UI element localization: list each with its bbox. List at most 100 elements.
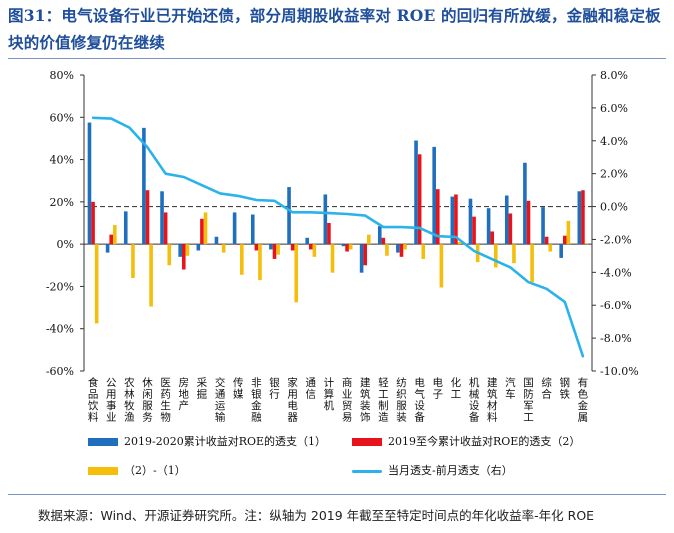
legend-series-4: 当月透支-前月透支（右） [352, 462, 513, 478]
bar-s1-3 [142, 127, 146, 245]
bar-s1-10 [269, 244, 273, 250]
right-tick-label: -2.0% [600, 233, 632, 246]
category-label: 建筑材料 [487, 376, 498, 424]
bar-s3-5 [185, 244, 190, 256]
bar-s2-9 [254, 244, 259, 251]
category-label: 机械设备 [469, 376, 480, 424]
bar-s1-2 [123, 211, 128, 245]
bar-s2-11 [290, 244, 295, 251]
bar-s2-0 [91, 201, 95, 245]
right-tick-label: -6.0% [600, 299, 632, 312]
legend-line-4 [352, 469, 382, 473]
bar-s3-16 [385, 244, 389, 256]
bar-s3-10 [276, 244, 280, 255]
right-tick-label: -10.0% [600, 365, 639, 378]
category-label: 计算机 [324, 376, 335, 412]
legend-series-1: 2019-2020累计收益对ROE的透支（1） [88, 433, 326, 449]
category-label: 通信 [306, 377, 317, 401]
bar-s3-2 [131, 244, 135, 278]
bar-s3-19 [439, 244, 444, 288]
bar-s2-26 [562, 235, 567, 245]
bar-s2-22 [490, 231, 495, 245]
right-tick-label: -4.0% [600, 266, 632, 279]
bar-s3-7 [221, 244, 226, 253]
bar-s1-5 [178, 244, 182, 257]
category-label: 传媒 [233, 377, 244, 401]
bar-s1-0 [87, 122, 92, 245]
bar-s3-18 [421, 244, 426, 259]
category-label: 有色金属 [578, 376, 589, 424]
category-label: 化工 [451, 376, 462, 401]
bar-s3-12 [312, 244, 317, 257]
category-label: 采掘 [197, 377, 208, 401]
bar-s1-6 [196, 244, 201, 251]
legend-label-4: 当月透支-前月透支（右） [388, 464, 513, 477]
category-label: 国防军工 [523, 377, 534, 424]
category-label: 综合 [541, 376, 552, 401]
bar-s2-20 [454, 194, 458, 245]
category-label: 房地产 [179, 376, 190, 412]
left-tick-label: -60% [46, 365, 74, 378]
legend-swatch-2 [352, 438, 382, 446]
bar-s3-9 [258, 244, 262, 281]
bar-s2-12 [308, 244, 313, 250]
category-label: 电子 [433, 376, 444, 401]
category-label: 家用电器 [287, 376, 298, 424]
bar-s1-27 [577, 191, 582, 245]
bar-s2-4 [163, 212, 168, 245]
bar-s3-14 [348, 244, 353, 250]
bar-s2-23 [508, 213, 513, 245]
bar-s1-17 [396, 244, 400, 253]
bar-s3-13 [330, 244, 335, 273]
category-label: 公用事业 [106, 377, 117, 424]
category-label: 银行 [269, 376, 280, 401]
bar-s1-22 [486, 208, 491, 245]
legend-swatch-3 [88, 467, 118, 475]
bar-s1-16 [377, 226, 382, 245]
bar-s3-24 [530, 244, 534, 283]
bar-s2-8 [236, 244, 241, 245]
right-tick-label: 8.0% [600, 69, 628, 82]
bar-s2-24 [526, 200, 531, 245]
right-tick-label: 4.0% [600, 135, 628, 148]
bar-s1-21 [468, 198, 473, 245]
bar-s1-4 [160, 191, 164, 245]
category-label: 休闲服务 [142, 377, 153, 424]
category-label: 纺织服装 [396, 376, 407, 424]
bar-s2-7 [218, 244, 222, 245]
bar-s3-26 [566, 220, 571, 245]
bar-s1-7 [214, 236, 219, 245]
bar-s1-26 [559, 244, 563, 258]
category-label: 交通运输 [215, 376, 226, 424]
bar-s1-11 [287, 187, 291, 245]
right-tick-label: 2.0% [600, 168, 628, 181]
bar-s2-10 [272, 244, 277, 259]
bar-s3-3 [149, 244, 153, 307]
bar-s1-1 [105, 244, 110, 253]
bar-s1-25 [541, 207, 545, 245]
title-rule [8, 58, 666, 59]
left-tick-label: 0% [57, 238, 74, 251]
bar-s3-0 [94, 244, 99, 324]
right-tick-label: 6.0% [600, 102, 628, 115]
category-label: 非银金融 [251, 377, 262, 424]
bar-s1-23 [504, 195, 509, 245]
bar-s2-21 [472, 216, 476, 245]
bar-s1-13 [323, 194, 328, 245]
bar-s2-13 [327, 223, 331, 245]
bar-s3-8 [240, 244, 244, 275]
bar-s3-1 [113, 225, 117, 245]
source-note: 数据来源：Wind、开源证券研究所。注：纵轴为 2019 年截至至特定时间点的年… [38, 508, 595, 523]
left-tick-label: -40% [46, 323, 74, 336]
category-label: 医药生物 [160, 377, 171, 424]
category-label: 汽车 [505, 376, 516, 401]
bar-s3-4 [167, 244, 172, 266]
bar-s1-14 [341, 244, 346, 247]
bar-s3-20 [457, 242, 462, 245]
category-label: 农林牧渔 [124, 376, 135, 424]
bar-s3-6 [203, 212, 208, 245]
left-tick-label: 60% [50, 111, 74, 124]
category-label: 电气设备 [414, 376, 425, 424]
legend-series-2: 2019至今累计收益对ROE的透支（2） [352, 433, 580, 449]
bar-s3-23 [512, 244, 516, 264]
